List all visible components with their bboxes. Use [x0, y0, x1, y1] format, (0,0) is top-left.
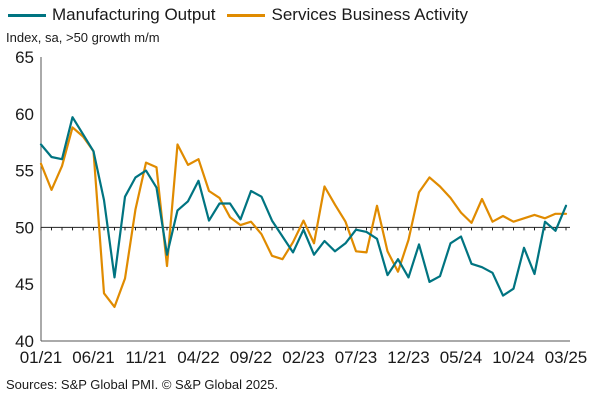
- x-tick-label: 09/22: [230, 348, 273, 367]
- legend-item-services: Services Business Activity: [227, 5, 468, 25]
- chart-source: Sources: S&P Global PMI. © S&P Global 20…: [6, 377, 279, 392]
- x-tick-label: 01/21: [20, 348, 63, 367]
- x-tick-label: 05/24: [440, 348, 483, 367]
- x-tick-label: 12/23: [387, 348, 430, 367]
- chart-subtitle: Index, sa, >50 growth m/m: [6, 30, 160, 45]
- y-tick-label: 45: [15, 275, 34, 294]
- x-tick-label: 11/21: [125, 348, 166, 367]
- legend-swatch-manufacturing: [8, 13, 46, 17]
- legend-swatch-services: [227, 13, 266, 17]
- legend-item-manufacturing: Manufacturing Output: [8, 5, 215, 25]
- series-line-services-business-activity: [39, 126, 568, 308]
- y-tick-label: 65: [15, 48, 34, 67]
- chart-legend: Manufacturing Output Services Business A…: [8, 4, 480, 26]
- series-line-manufacturing-output: [39, 116, 568, 297]
- x-tick-label: 06/21: [72, 348, 115, 367]
- x-tick-label: 02/23: [282, 348, 325, 367]
- legend-label-manufacturing: Manufacturing Output: [52, 5, 216, 24]
- y-tick-label: 50: [15, 218, 34, 237]
- x-tick-label: 07/23: [335, 348, 378, 367]
- y-tick-label: 60: [15, 105, 34, 124]
- y-tick-label: 55: [15, 162, 34, 181]
- x-tick-label: 10/24: [492, 348, 535, 367]
- x-tick-label: 03/25: [545, 348, 588, 367]
- x-tick-label: 04/22: [177, 348, 220, 367]
- legend-label-services: Services Business Activity: [271, 5, 468, 24]
- y-tick-label: 40: [15, 332, 34, 351]
